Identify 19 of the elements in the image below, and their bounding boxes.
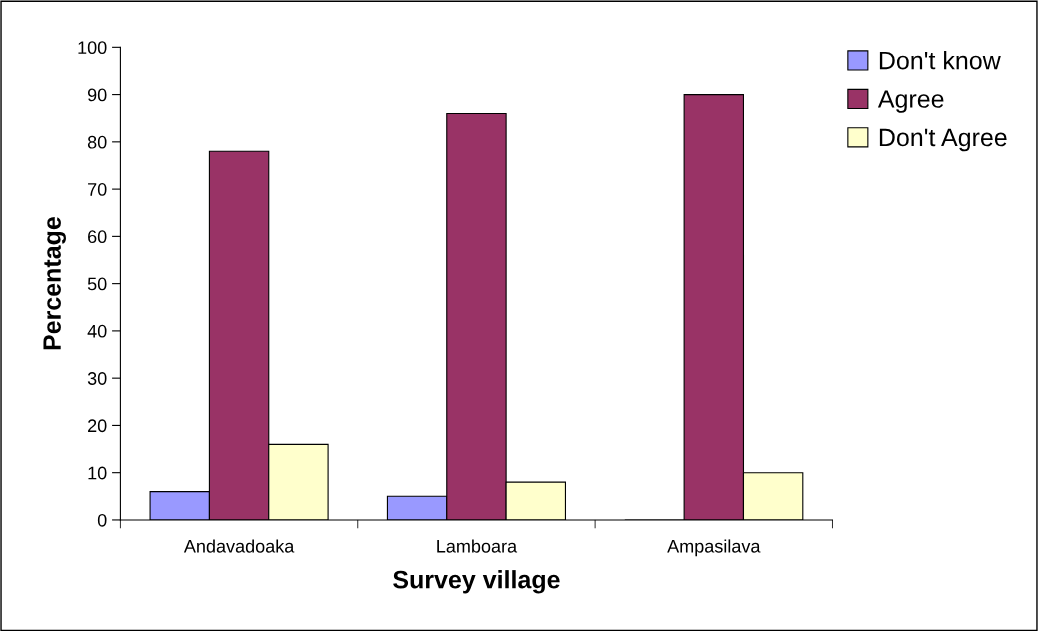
y-tick-label: 10 [88, 466, 107, 480]
legend-label: Don't know [879, 51, 1001, 70]
x-tick-label: Ampasilava [667, 539, 761, 557]
y-tick-label: 50 [87, 277, 107, 291]
y-tick-label: 0 [97, 513, 107, 527]
y-tick-label: 90 [87, 88, 107, 102]
y-tick-label: 30 [87, 372, 107, 385]
x-axis-title: Survey village [393, 570, 560, 594]
y-tick-label: 100 [78, 41, 107, 55]
x-tick-label: Andavadoaka [183, 539, 295, 553]
legend-label: Agree [877, 90, 944, 113]
y-tick-label: 40 [87, 324, 107, 338]
y-tick-label: 60 [88, 230, 107, 244]
x-tick-label: Lamboara [437, 539, 518, 553]
y-tick-label: 80 [87, 135, 107, 149]
y-tick-label: 20 [88, 419, 107, 433]
legend-label: Don't Agree [879, 128, 1007, 152]
y-tick-label: 70 [88, 183, 107, 196]
y-axis-title: Percentage [43, 217, 66, 350]
